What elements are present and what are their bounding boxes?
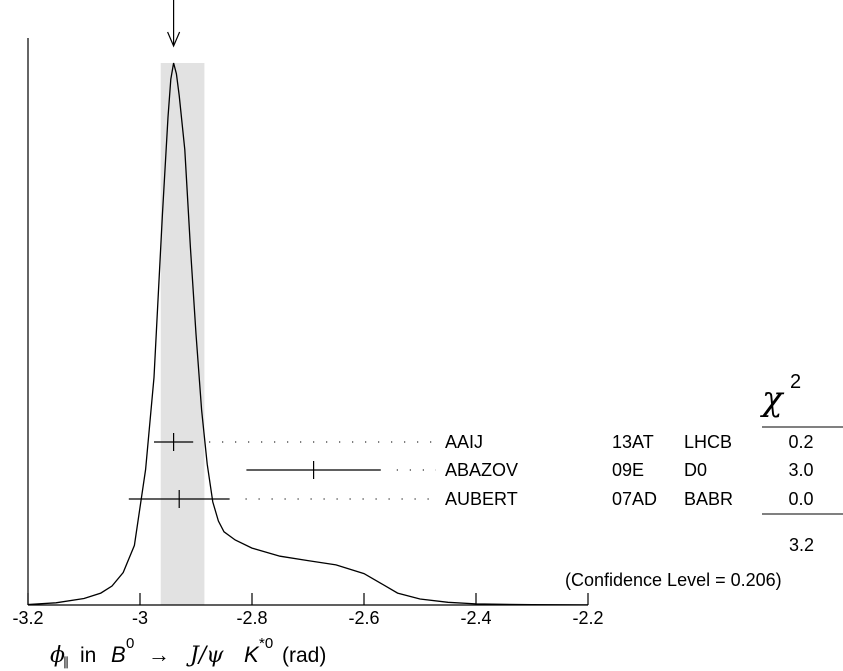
xlabel-arrow: → (148, 642, 170, 667)
measurement-row: AAIJ 13AT LHCB 0.2 (154, 432, 814, 452)
x-tick-label: -2.8 (236, 608, 267, 628)
measurement-ref: 09E (612, 460, 644, 480)
x-tick-label: -3.2 (12, 608, 43, 628)
xlabel-K: K (244, 642, 260, 667)
xlabel-phi-sub: ∥ (63, 656, 69, 671)
x-tick-label: -2.2 (572, 608, 603, 628)
measurement-name: AUBERT (445, 489, 518, 509)
average-band (160, 63, 205, 605)
measurement-name: AAIJ (445, 432, 483, 452)
x-tick-label: -2.6 (348, 608, 379, 628)
x-ticks: -3.2 -3 -2.8 -2.6 -2.4 -2.2 (12, 593, 604, 628)
measurement-ref: 07AD (612, 489, 657, 509)
measurement-experiment: D0 (684, 460, 707, 480)
measurement-row: ABAZOV 09E D0 3.0 (246, 460, 814, 480)
x-tick-label: -3 (132, 608, 148, 628)
measurement-row: AUBERT 07AD BABR 0.0 (128, 489, 814, 509)
xlabel-phi: ϕ (50, 643, 65, 668)
xlabel-K-sup: *0 (259, 635, 273, 652)
measurements: AAIJ 13AT LHCB 0.2 ABAZOV 09E D0 3.0 AUBERT 07AD B… (128, 432, 814, 509)
chi2-symbol: χ (760, 379, 785, 419)
xlabel-B-sup: 0 (126, 635, 134, 652)
measurement-chi2: 0.2 (788, 432, 813, 452)
confidence-level: (Confidence Level = 0.206) (565, 570, 782, 590)
average-arrow (167, 0, 181, 48)
measurement-name: ABAZOV (445, 460, 518, 480)
x-axis-label: ϕ ∥ in B 0 → J/ψ K *0 (rad) (50, 635, 326, 671)
chi2-header: χ 2 (760, 371, 801, 419)
xlabel-jpsi: J/ψ (186, 643, 224, 668)
xlabel-in: in (80, 644, 96, 667)
measurement-experiment: BABR (684, 489, 733, 509)
xlabel-unit: (rad) (282, 644, 326, 667)
measurement-experiment: LHCB (684, 432, 732, 452)
x-tick-label: -2.4 (460, 608, 491, 628)
measurement-ref: 13AT (612, 432, 654, 452)
chi2-superscript: 2 (790, 371, 801, 393)
measurement-chi2: 3.0 (788, 460, 813, 480)
ideogram-curve (27, 62, 589, 606)
measurement-chi2: 0.0 (788, 489, 813, 509)
xlabel-B: B (111, 642, 126, 667)
chi2-total: 3.2 (789, 535, 814, 555)
arrow-head (167, 31, 181, 48)
